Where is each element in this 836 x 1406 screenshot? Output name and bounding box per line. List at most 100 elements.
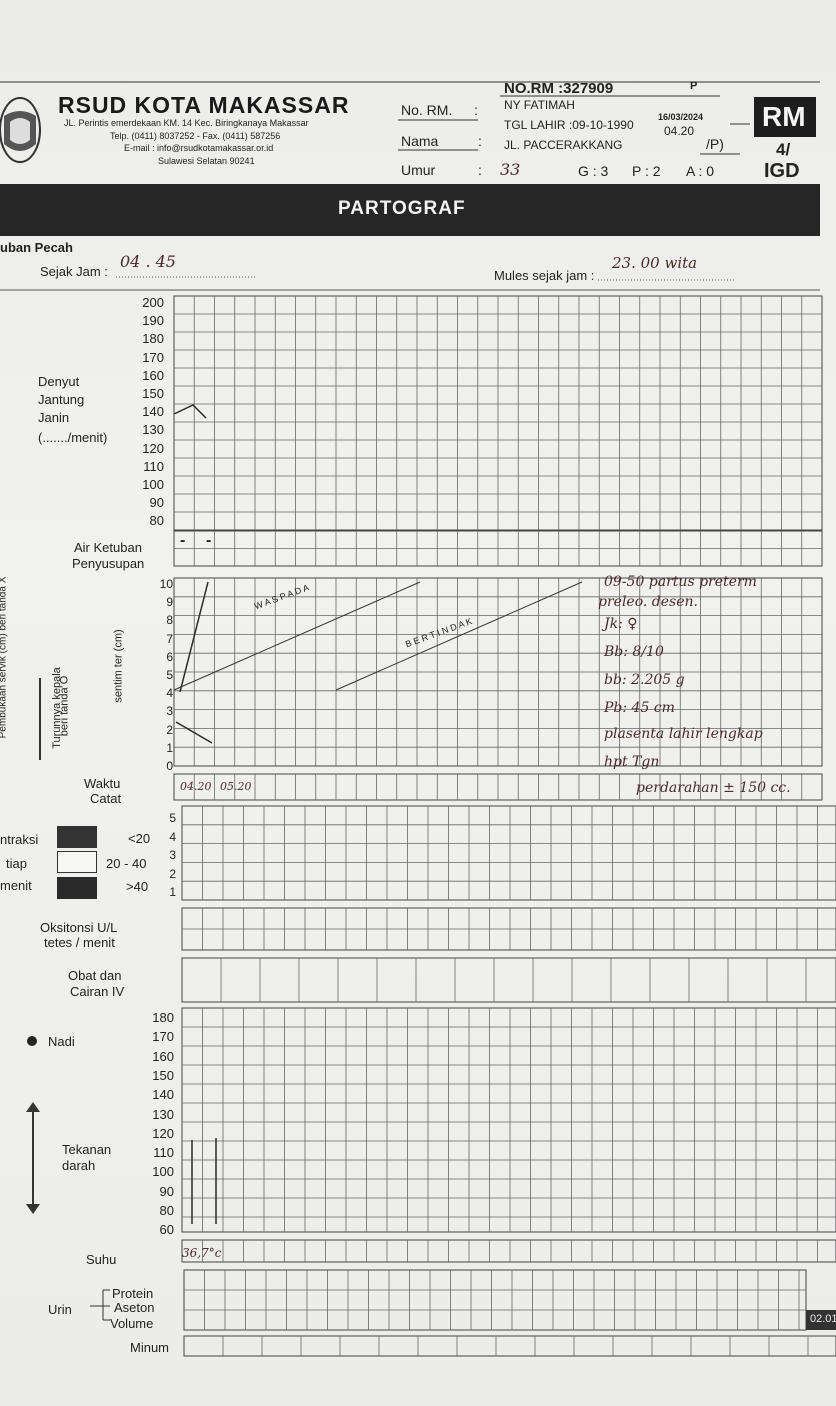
scale-tick-label: 9 xyxy=(166,595,173,610)
note-line: Jk: ♀ xyxy=(604,616,638,632)
scale-tick-label: 3 xyxy=(169,848,176,863)
scale-tick-label: 100 xyxy=(142,477,164,492)
urine-acetone-label: Aseton xyxy=(114,1300,155,1315)
contraction-grid xyxy=(181,805,836,901)
scale-tick-label: 80 xyxy=(159,1203,174,1218)
colon-3: : xyxy=(478,162,482,178)
molding-label: Penyusupan xyxy=(72,556,145,571)
scale-tick-label: 170 xyxy=(152,1029,174,1045)
norm-field-label: No. RM. xyxy=(401,102,453,118)
hospital-name: RSUD KOTA MAKASSAR xyxy=(58,92,350,118)
legend-hatched xyxy=(57,851,97,873)
bp-arrow-up-icon xyxy=(26,1102,40,1112)
scale-tick-label: 110 xyxy=(143,458,164,474)
abortus: A : 0 xyxy=(686,163,715,179)
time-label-1: Waktu xyxy=(84,776,121,791)
hospital-logo xyxy=(0,86,50,172)
amniotic-mark-2: - xyxy=(206,532,212,549)
note-line: hpt Tgn xyxy=(604,754,660,770)
page-code-tab: 02.01 xyxy=(806,1310,836,1330)
scale-tick-label: 150 xyxy=(142,386,164,401)
admission-time: 04.20 xyxy=(664,124,695,138)
rm-badge: RM xyxy=(754,97,816,137)
scale-tick-label: 5 xyxy=(169,811,176,825)
scale-tick-label: 160 xyxy=(142,367,164,383)
descent-trace xyxy=(175,721,213,744)
scale-tick-label: 180 xyxy=(142,331,164,347)
hospital-email: E-mail : info@rsudkotamakassar.or.id xyxy=(124,143,274,153)
bp-arrow-down-icon xyxy=(26,1204,40,1214)
scale-tick-label: 7 xyxy=(166,631,173,646)
scale-tick-label: 3 xyxy=(166,704,173,719)
fhr-label-3: Janin xyxy=(38,410,70,425)
scale-tick-label: 5 xyxy=(166,668,173,682)
scale-tick-label: 130 xyxy=(152,1106,174,1122)
scale-tick-label: 1 xyxy=(169,885,176,900)
action-line xyxy=(335,581,583,691)
page-code: 02.01 xyxy=(810,1313,836,1325)
scale-tick-label: 150 xyxy=(152,1067,174,1083)
scale-tick-label: 10 xyxy=(159,577,173,591)
vitals-grid xyxy=(181,1007,836,1233)
scale-tick-label: 2 xyxy=(169,866,176,881)
drugs-label-2: Cairan IV xyxy=(70,984,125,999)
fhr-label-4: (......./menit) xyxy=(38,430,108,445)
contraction-label-2: tiap xyxy=(6,856,27,871)
legend-20-40: 20 - 40 xyxy=(106,856,147,871)
patient-name: NY FATIMAH xyxy=(504,98,575,112)
scale-tick-label: 170 xyxy=(142,349,164,365)
temperature-value: 36,7°c xyxy=(182,1246,222,1260)
colon-2: : xyxy=(478,133,482,149)
drugs-label-1: Obat dan xyxy=(68,968,122,983)
gravida: G : 3 xyxy=(578,163,609,179)
scale-tick-label: 130 xyxy=(142,422,164,438)
igd-label: IGD xyxy=(764,160,800,182)
note-line: Pb: 45 cm xyxy=(604,700,675,716)
patient-age: 33 xyxy=(500,160,521,179)
rm-badge-text: RM xyxy=(762,101,806,132)
patient-address: JL. PACCERAKKANG xyxy=(504,138,623,152)
norm-label: NO.RM :327909 xyxy=(504,80,614,97)
scale-tick-label: 200 xyxy=(142,295,164,310)
scale-tick-label: 80 xyxy=(149,513,164,529)
scale-tick-label: 2 xyxy=(166,722,173,737)
temperature-label: Suhu xyxy=(86,1252,117,1267)
descent-label-2: beri tanda O xyxy=(58,675,71,737)
contraction-label-1: ntraksi xyxy=(0,832,39,847)
note-line: plasenta lahir lengkap xyxy=(604,726,763,742)
membrane-since-value: 04 . 45 xyxy=(120,252,176,271)
legend-solid xyxy=(57,877,97,899)
scale-tick-label: 4 xyxy=(169,829,176,844)
note-line: Bb: 8/10 xyxy=(604,644,664,660)
pulse-dot-icon xyxy=(27,1036,37,1046)
mules-label: Mules sejak jam : xyxy=(494,268,595,283)
p-mark: P xyxy=(690,80,698,92)
scale-tick-label: 90 xyxy=(149,495,164,511)
mules-value: 23. 00 wita xyxy=(612,254,698,272)
p-paren: /P) xyxy=(706,136,724,152)
scale-tick-label: 0 xyxy=(166,759,173,773)
scale-tick-label: 1 xyxy=(166,740,173,755)
amniotic-mark-1: - xyxy=(180,532,186,549)
hospital-region: Sulawesi Selatan 90241 xyxy=(158,156,255,166)
cervix-side-label: Pembukaan servik (cm) beri tanda X xyxy=(0,577,9,739)
pulse-label: Nadi xyxy=(48,1034,75,1049)
scale-tick-label: 190 xyxy=(142,313,164,329)
scale-tick-label: 120 xyxy=(142,440,164,456)
umur-field-label: Umur xyxy=(401,162,436,178)
intake-label: Minum xyxy=(130,1340,170,1355)
page-title: PARTOGRAF xyxy=(338,198,466,219)
oxytocin-label-2: tetes / menit xyxy=(44,935,115,950)
nama-field-label: Nama xyxy=(401,133,439,149)
time-label-2: Catat xyxy=(90,791,122,806)
drugs-grid xyxy=(181,957,836,1003)
hospital-phone: Telp. (0411) 8037252 - Fax. (0411) 58725… xyxy=(110,131,281,141)
time-value-1: 04.20 xyxy=(180,780,212,793)
bp-label-2: darah xyxy=(62,1158,96,1173)
admission-date: 16/03/2024 xyxy=(658,112,704,122)
bp-label-1: Tekanan xyxy=(62,1142,112,1157)
patient-dob: TGL LAHIR :09-10-1990 xyxy=(504,118,634,132)
centimeter-label: sentim ter (cm) xyxy=(112,629,125,703)
alert-line xyxy=(173,581,421,691)
